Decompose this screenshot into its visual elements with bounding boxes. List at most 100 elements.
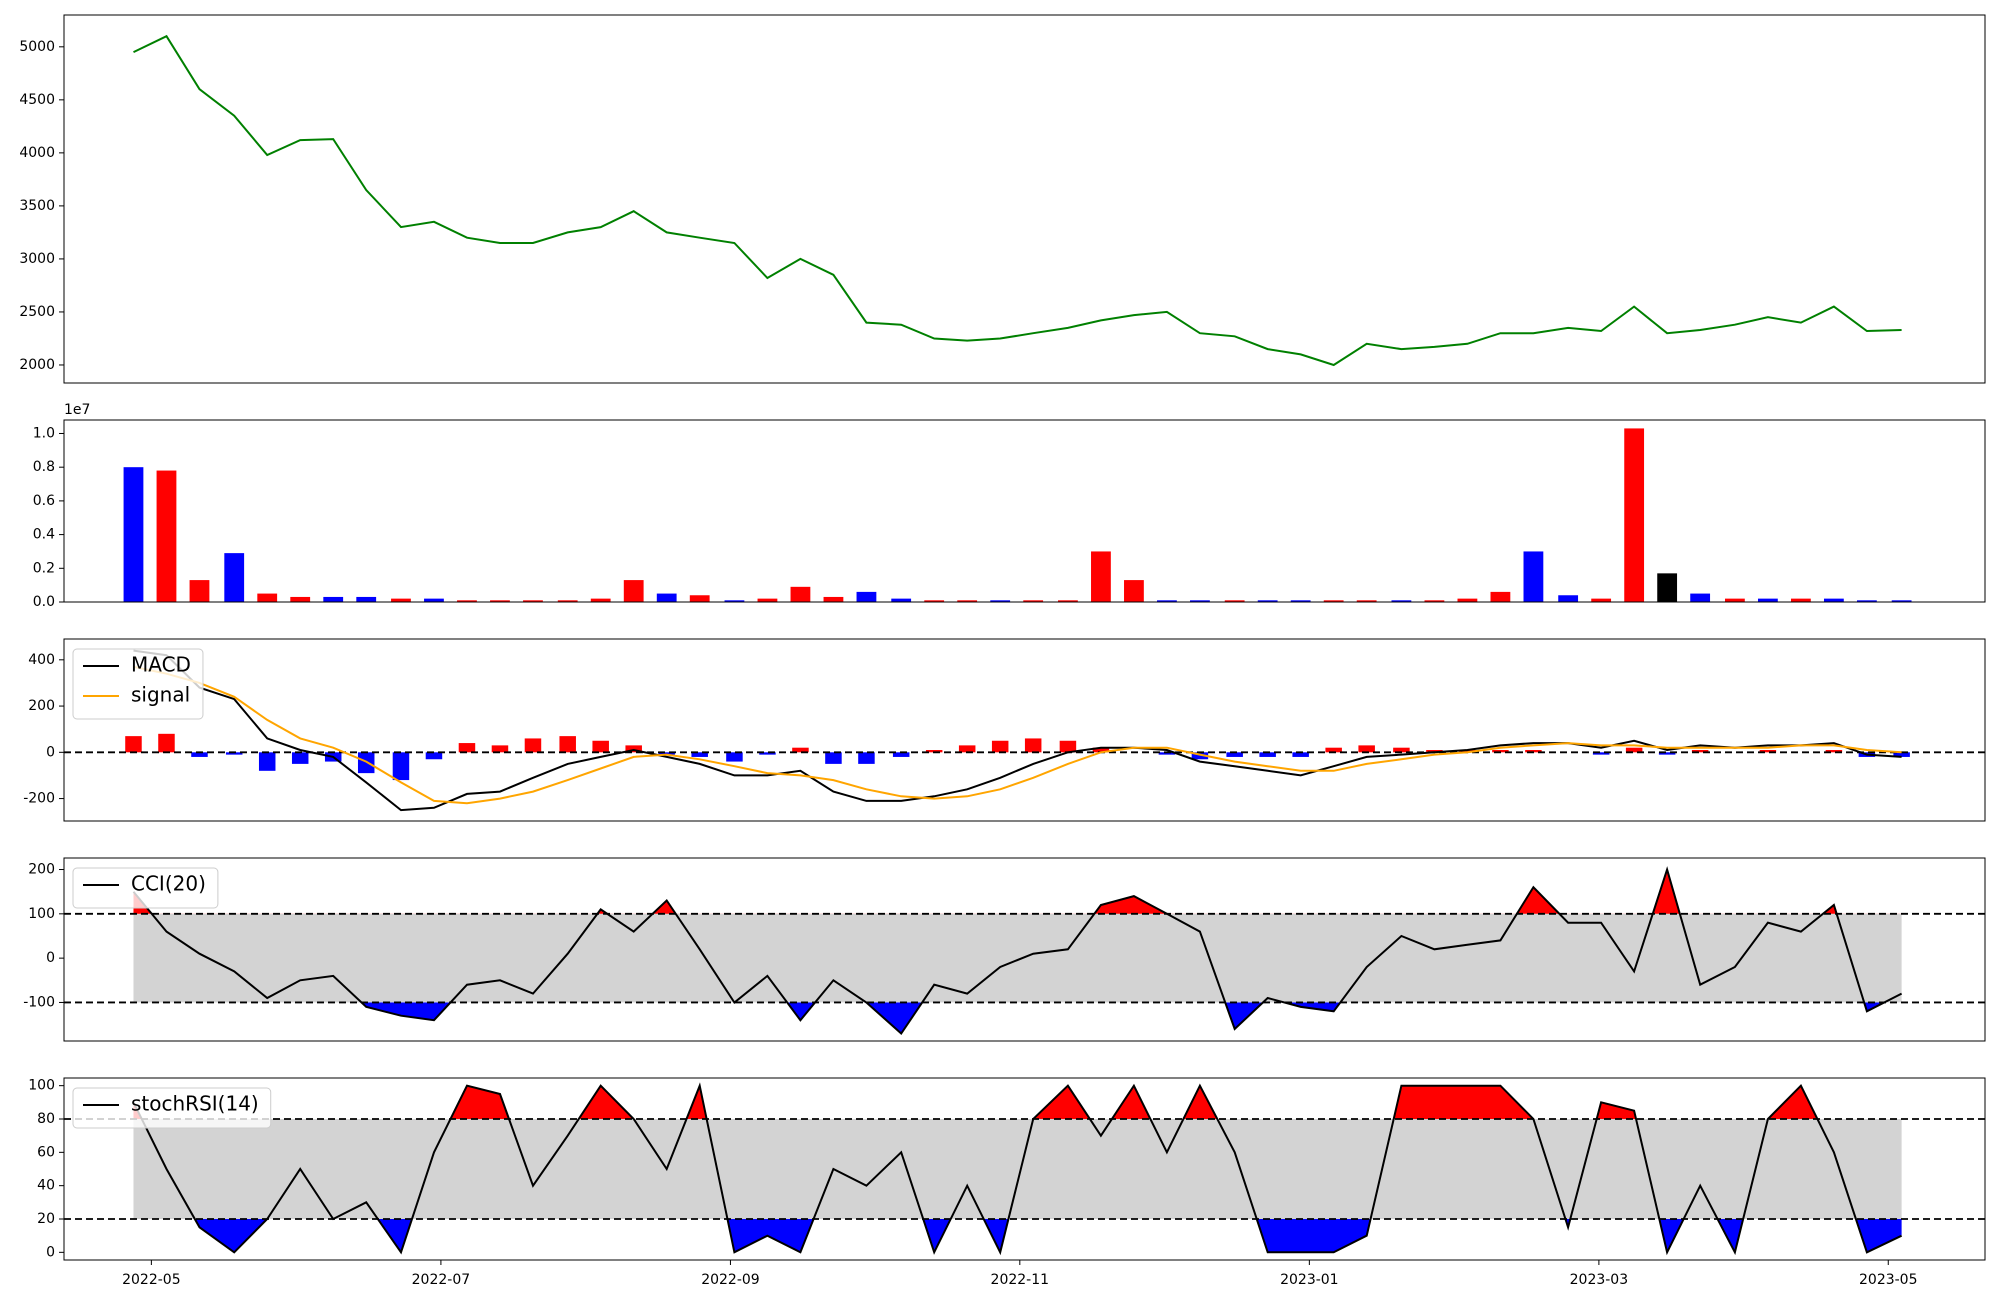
x-tick-label: 2023-05 <box>1859 1272 1918 1288</box>
y-tick-label: 80 <box>37 1111 55 1127</box>
histogram-bar <box>458 743 476 753</box>
bar <box>724 600 745 602</box>
y-tick-label: 100 <box>28 906 55 922</box>
y-tick-label: 0 <box>46 950 55 966</box>
histogram-bar <box>1358 745 1375 753</box>
x-tick-label: 2023-03 <box>1570 1272 1629 1288</box>
bar <box>1891 600 1912 602</box>
axes-frame <box>63 14 1986 384</box>
bar <box>957 600 978 602</box>
histogram-bar <box>691 752 708 757</box>
histogram-bar <box>1525 750 1542 753</box>
bar <box>1058 600 1078 602</box>
plot-area <box>64 866 1985 1036</box>
bar <box>1457 598 1478 602</box>
plot-area <box>133 34 1902 367</box>
y-tick-label: 20 <box>37 1211 55 1227</box>
bar <box>689 595 710 602</box>
y-tick-label: 1.0 <box>33 425 55 441</box>
histogram-bar <box>425 752 443 760</box>
axes-frame <box>63 857 1986 1042</box>
bar <box>1356 600 1377 602</box>
histogram-bar <box>491 745 509 753</box>
overbought-fill <box>133 1085 1902 1119</box>
histogram-bar <box>524 738 542 753</box>
legend: stochRSI(14) <box>72 1087 272 1129</box>
bar <box>1757 598 1778 602</box>
histogram-bar <box>1825 750 1843 753</box>
series-line <box>133 649 1902 812</box>
y-tick-label: 0.0 <box>33 594 55 610</box>
y-tick-label: 0.4 <box>33 527 55 543</box>
bar <box>1657 573 1678 602</box>
y-tick-label: 0 <box>46 1244 55 1260</box>
histogram-bar <box>1658 752 1676 755</box>
bar <box>790 586 811 602</box>
histogram-bar <box>858 752 875 764</box>
bar <box>1290 600 1311 602</box>
bar <box>924 600 945 602</box>
bar <box>356 596 377 602</box>
y-tick-label: 3000 <box>19 251 55 267</box>
bar <box>557 600 578 602</box>
bar <box>224 553 245 602</box>
histogram-bar <box>1393 747 1410 753</box>
histogram-bar <box>1092 747 1110 753</box>
bar <box>457 600 477 602</box>
y-tick-label: 4000 <box>19 145 55 161</box>
bar <box>656 593 677 602</box>
bar <box>757 598 778 602</box>
y-tick-label: 40 <box>37 1178 55 1194</box>
bar <box>1523 551 1544 602</box>
bar <box>1558 595 1579 602</box>
histogram-bar <box>759 752 776 755</box>
histogram-bar <box>1893 752 1910 757</box>
legend-label: signal <box>131 683 190 707</box>
bar <box>1856 600 1877 602</box>
y-tick-label: 2000 <box>19 357 55 373</box>
oversold-fill <box>133 1219 1902 1253</box>
histogram-bar <box>592 740 609 753</box>
histogram-bar <box>291 752 309 764</box>
histogram-bar <box>925 750 943 753</box>
histogram-bar <box>125 736 142 753</box>
band <box>133 913 1902 1003</box>
bar <box>1690 593 1711 602</box>
bar <box>1424 600 1445 602</box>
bar <box>1490 591 1511 602</box>
bar <box>1257 600 1278 602</box>
y-tick-label: 2500 <box>19 304 55 320</box>
histogram-bar <box>1292 752 1309 757</box>
histogram-bar <box>825 752 842 764</box>
legend: CCI(20) <box>72 867 219 909</box>
histogram-bar <box>1691 750 1709 753</box>
histogram-bar <box>225 752 243 755</box>
bar <box>1224 600 1245 602</box>
bar <box>189 580 210 602</box>
x-tick-label: 2022-07 <box>412 1272 471 1288</box>
y-tick-label: 200 <box>28 862 55 878</box>
histogram-bar <box>1325 747 1342 753</box>
histogram-bar <box>559 736 576 753</box>
axes-frame <box>63 638 1986 822</box>
bar <box>391 598 411 602</box>
histogram-bar <box>191 752 208 757</box>
histogram-bar <box>991 740 1009 753</box>
x-tick-label: 2022-11 <box>991 1272 1050 1288</box>
bar <box>1091 551 1111 602</box>
legend-label: CCI(20) <box>131 872 206 896</box>
y-tick-label: 60 <box>37 1144 55 1160</box>
bar <box>856 591 877 602</box>
plot-area <box>64 649 1985 812</box>
y-tick-label: 5000 <box>19 39 55 55</box>
series-line <box>132 866 1903 1036</box>
y-tick-label: 200 <box>28 698 55 714</box>
y-tick-label: 0.6 <box>33 493 55 509</box>
y-offset-label: 1e7 <box>64 402 90 418</box>
bar <box>990 600 1011 602</box>
bar <box>257 593 278 602</box>
histogram-bar <box>1158 752 1176 755</box>
bar <box>823 596 844 602</box>
x-tick-label: 2022-05 <box>122 1272 181 1288</box>
bar <box>323 596 344 602</box>
